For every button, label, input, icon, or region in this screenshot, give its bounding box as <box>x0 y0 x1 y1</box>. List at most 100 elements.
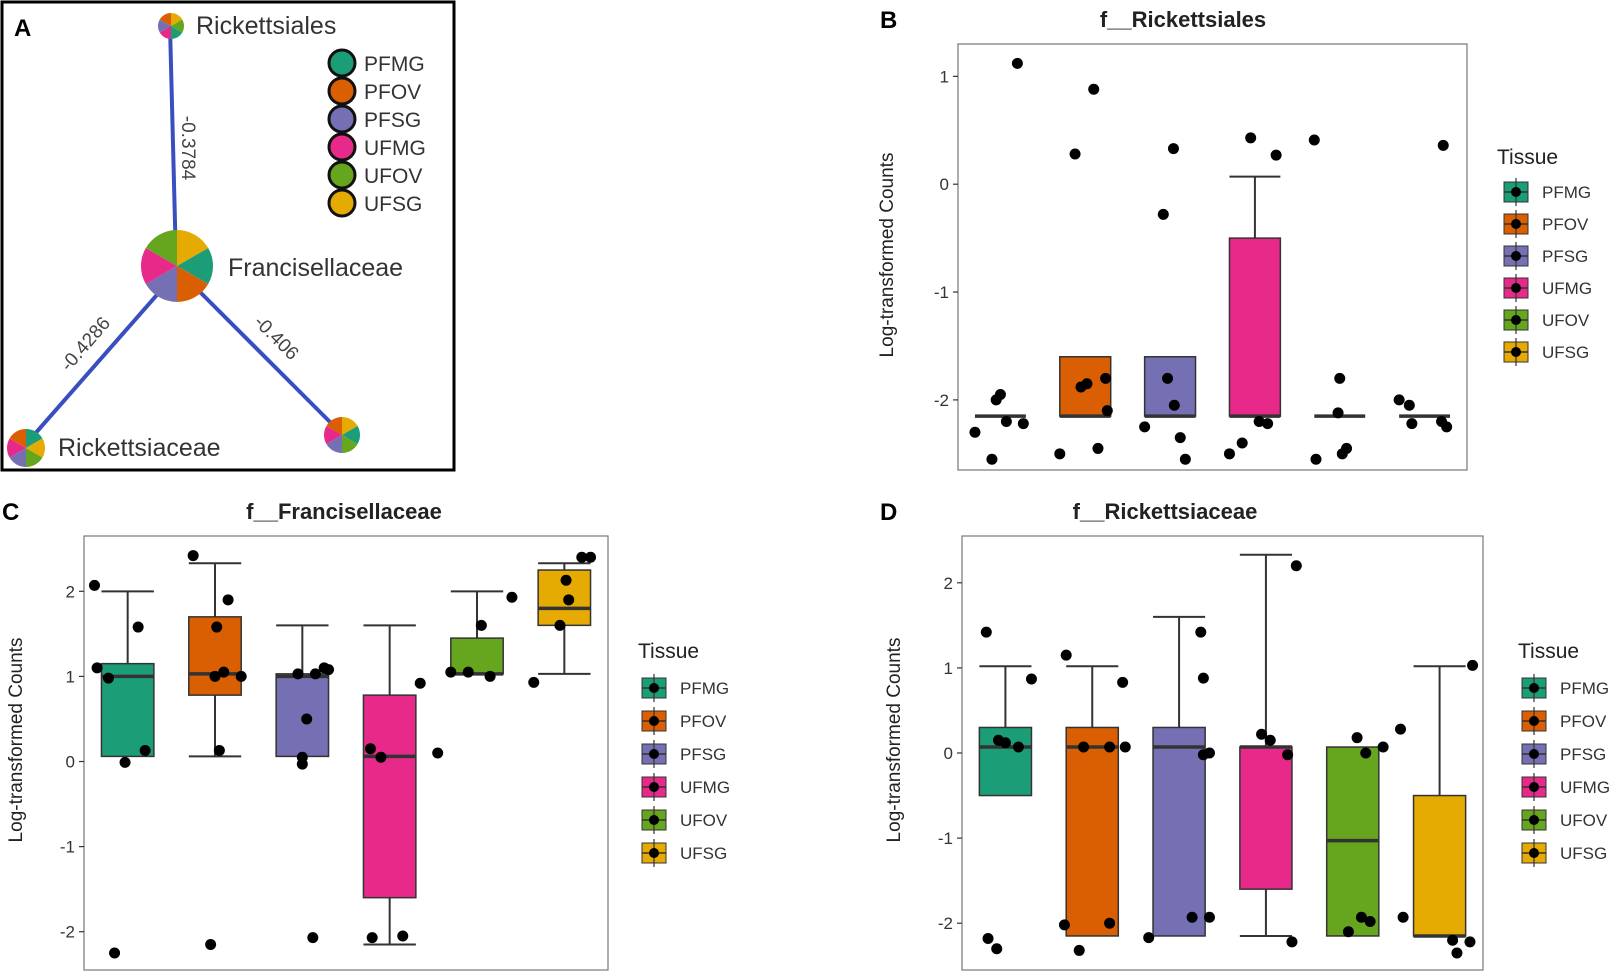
legend-key-point <box>1529 815 1539 825</box>
data-point <box>1168 399 1180 411</box>
legend-label: PFOV <box>1542 215 1589 234</box>
legend-label: UFMG <box>1542 279 1592 298</box>
legend-key-point <box>649 716 659 726</box>
data-point <box>209 670 221 682</box>
data-point <box>235 670 247 682</box>
data-point <box>982 933 994 945</box>
legend-swatch <box>327 160 357 190</box>
node-unlabeled <box>324 417 360 453</box>
legend-label: UFSG <box>1542 343 1589 362</box>
data-point <box>1104 741 1116 753</box>
data-point <box>1451 947 1463 959</box>
legend-key-point <box>1529 749 1539 759</box>
data-point <box>1195 626 1207 638</box>
y-axis-label: Log-transformed Counts <box>877 153 898 358</box>
chart-legend: PFMG PFOV PFSG UFMG UFOV UFSG <box>1521 674 1610 867</box>
data-point <box>1104 917 1116 929</box>
pie-slice <box>324 426 342 444</box>
data-point <box>292 668 304 680</box>
data-point <box>397 930 409 942</box>
data-point <box>1017 418 1029 430</box>
pie-slice <box>145 266 177 302</box>
data-point <box>1264 734 1276 746</box>
pie-slice <box>158 19 171 33</box>
data-point <box>414 677 426 689</box>
edge-francisellaceae-unlabeled <box>184 276 342 434</box>
data-point <box>585 551 597 563</box>
data-point <box>1174 432 1186 444</box>
pie-slice <box>177 266 209 302</box>
node-label: Francisellaceae <box>228 254 403 282</box>
data-point <box>205 938 217 950</box>
data-point <box>307 932 319 944</box>
pie-slice <box>342 435 358 453</box>
y-tick-label: 1 <box>66 667 75 686</box>
legend-key-point <box>1511 315 1521 325</box>
data-point <box>218 666 230 678</box>
data-point <box>528 676 540 688</box>
pie-slice <box>171 26 183 39</box>
y-tick-label: 1 <box>944 659 953 678</box>
data-point <box>1351 732 1363 744</box>
data-point <box>1119 741 1131 753</box>
data-point <box>1270 149 1282 161</box>
data-point <box>88 579 100 591</box>
legend-key-point <box>649 848 659 858</box>
data-point <box>211 621 223 633</box>
legend-key-point <box>649 749 659 759</box>
data-point <box>187 550 199 562</box>
plot-frame <box>957 43 1468 471</box>
data-point <box>986 453 998 465</box>
data-point <box>109 947 121 959</box>
pie-slice <box>145 230 177 266</box>
y-tick-label: 2 <box>66 582 75 601</box>
legend-key-point <box>1511 251 1521 261</box>
boxplot-rickettsiales-panel: B f__Rickettsiales Log-transformed Count… <box>877 7 1592 471</box>
legend-label: PFOV <box>680 712 727 731</box>
legend-label: PFSG <box>1560 745 1606 764</box>
node-rickettsiaceae <box>6 429 45 467</box>
legend-label: UFOV <box>364 165 422 188</box>
data-point <box>1282 749 1294 761</box>
data-point <box>1236 437 1248 449</box>
data-point <box>1256 728 1268 740</box>
pie-slice <box>342 417 358 435</box>
data-point <box>554 619 566 631</box>
data-point <box>1441 421 1453 433</box>
data-point <box>1467 659 1479 671</box>
legend-key-point <box>649 683 659 693</box>
pie-slice <box>141 248 177 284</box>
y-tick-label: -1 <box>938 829 953 848</box>
chart-title: f__Rickettsiales <box>1100 7 1266 32</box>
legend-swatch <box>327 104 357 134</box>
data-point <box>1081 378 1093 390</box>
data-point <box>1092 442 1104 454</box>
legend-title: Tissue <box>1518 640 1579 663</box>
y-tick-label: -2 <box>938 914 953 933</box>
plot-area: 2 1 0 -1 -2 <box>60 535 609 971</box>
boxplot-francisellaceae-panel: C f__Francisellaceae Log-transformed Cou… <box>2 499 730 971</box>
data-point <box>1245 132 1257 144</box>
data-point <box>1054 448 1066 460</box>
data-point <box>1360 747 1372 759</box>
pie-slice <box>326 417 342 435</box>
data-point <box>1377 741 1389 753</box>
data-point <box>484 670 496 682</box>
legend-key-point <box>1511 219 1521 229</box>
network-legend: PFMG PFOV PFSG UFMG UFOV UFSG <box>327 48 426 218</box>
plot-area: 2 1 0 -1 -2 <box>938 535 1484 971</box>
pie-slice <box>6 438 26 458</box>
box <box>362 694 417 899</box>
legend-label: PFSG <box>364 109 421 132</box>
legend-label: PFSG <box>680 745 726 764</box>
data-point <box>102 672 114 684</box>
pie-slice <box>9 429 26 448</box>
legend-swatch <box>327 132 357 162</box>
data-point <box>1447 934 1459 946</box>
data-point <box>309 668 321 680</box>
legend-label: PFOV <box>1560 712 1607 731</box>
box <box>1239 746 1293 890</box>
pie-slice <box>326 435 342 453</box>
node-label: Rickettsiales <box>196 12 336 40</box>
